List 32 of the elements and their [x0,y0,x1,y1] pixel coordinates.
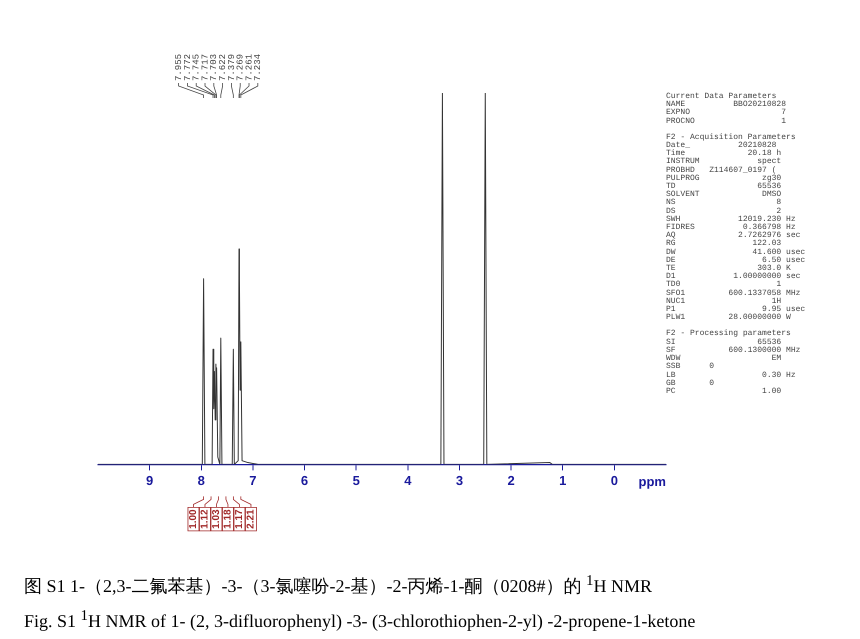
x-tick-label: 8 [198,472,205,488]
annotation: 7.622 [218,54,228,81]
text: 1.03 [211,508,222,529]
annotation: 7.234 [253,54,264,81]
x-tick-label: 4 [404,472,412,488]
x-tick-label: 9 [146,472,154,488]
caption: Fig. S1 $^{1}$H NMR of 1- (2, 3-difluorophenyl) -3- (3-chlorothiophen-2-yl) -2-propene-1-ketone [24,607,696,633]
annotation: 7.717 [200,54,210,81]
annotation: 7.269 [236,54,246,81]
annotation: 7.261 [244,54,254,81]
annotation: 7.703 [209,54,220,81]
text: 2.21 [246,508,257,529]
text: 1.17 [234,508,246,529]
annotation: 7.745 [192,54,202,81]
x-tick-label: 1 [559,472,566,488]
x-tick-label: 7 [249,472,257,488]
x-tick-label: 3 [456,472,464,488]
annotation: 7.379 [226,54,237,81]
x-axis-title: ppm [638,474,666,489]
text: 1.18 [222,508,234,529]
x-tick-label: 6 [300,472,308,488]
text: 1.12 [200,508,211,529]
annotation: 7.772 [182,54,193,81]
text: 1.00 [188,508,200,529]
text: Current Data Parameters NAME BBO20210828 EXPNO 7 PROCNO 1 [666,92,788,126]
x-tick-label: 5 [352,472,360,488]
x-tick-label: 2 [507,472,515,488]
caption: 图 S1 1-（2,3-二氟苯基）-3-（3-氯噻吩-2-基）-2-丙烯-1-酮（0208#）的 $^{1}$H NMR [24,572,653,598]
x-tick-label: 0 [610,472,618,488]
text: F2 - Processing parameters SI 65536 SF 600.1300000 MHz WDW EM SSB 0 LB 0.30 Hz GB 0 PC 1.00 [666,329,802,396]
text: F2 - Acquisition Parameters Date_ 20210828 Time 20.18 h INSTRUM spect PROBHD Z114607_0197 ( PULPROG zg30 TD 65536 SOLVENT DMSO NS 8 DS 2 SWH 12019.230 Hz FIDRES 0.366798 Hz AQ 2.7262976 sec RG 122.03 DW 41.600 usec DE 6.50 usec TE 303.0 K D1 1.00000000 sec TD0 1 SFO1 600.1337058 MHz NUC1 1H P1 9.95 usec PLW1 28.00000000 W [666,132,806,322]
annotation: 7.955 [174,54,184,81]
